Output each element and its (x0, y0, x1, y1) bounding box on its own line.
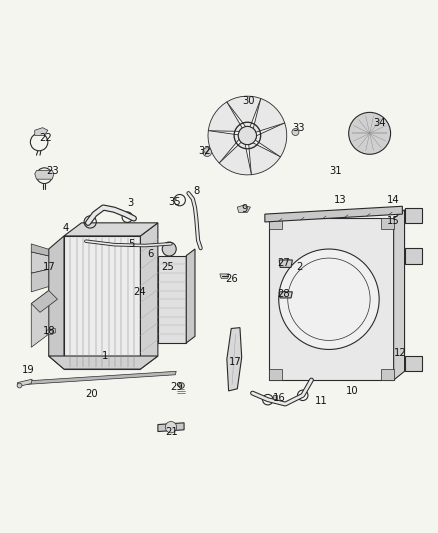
Text: 29: 29 (170, 382, 183, 392)
Text: 30: 30 (243, 95, 255, 106)
Text: 35: 35 (168, 197, 181, 207)
Text: 21: 21 (166, 426, 178, 437)
Polygon shape (31, 269, 49, 292)
Text: 3: 3 (127, 198, 133, 208)
Text: 14: 14 (386, 195, 399, 205)
Polygon shape (158, 423, 184, 432)
Text: 16: 16 (273, 393, 286, 403)
Polygon shape (27, 372, 176, 384)
Polygon shape (158, 256, 186, 343)
Text: 17: 17 (229, 357, 242, 367)
Text: 1: 1 (102, 351, 109, 361)
Polygon shape (255, 123, 287, 157)
Text: 4: 4 (62, 223, 68, 233)
Text: 24: 24 (133, 287, 146, 297)
Polygon shape (253, 99, 285, 132)
Text: 9: 9 (241, 204, 247, 214)
Polygon shape (35, 128, 48, 135)
Polygon shape (269, 219, 283, 229)
Polygon shape (381, 219, 394, 229)
Polygon shape (249, 143, 280, 175)
Text: 18: 18 (43, 326, 56, 336)
Text: 32: 32 (199, 146, 212, 156)
Text: 23: 23 (46, 166, 59, 176)
Polygon shape (208, 131, 239, 163)
Polygon shape (220, 274, 229, 278)
Text: 17: 17 (43, 262, 56, 272)
Polygon shape (31, 252, 49, 273)
Polygon shape (186, 249, 195, 343)
Text: 6: 6 (147, 249, 153, 259)
Polygon shape (279, 260, 292, 268)
Circle shape (203, 148, 212, 157)
Text: 8: 8 (193, 187, 199, 196)
Text: 31: 31 (330, 166, 343, 176)
Polygon shape (49, 356, 158, 369)
Polygon shape (381, 369, 394, 380)
Text: 26: 26 (225, 274, 237, 284)
Text: 25: 25 (161, 262, 174, 272)
Circle shape (238, 126, 257, 144)
Circle shape (292, 128, 299, 135)
Circle shape (349, 112, 391, 154)
Text: 22: 22 (39, 133, 52, 143)
Circle shape (165, 422, 177, 433)
Text: 5: 5 (128, 239, 135, 249)
Polygon shape (405, 247, 422, 264)
Text: 13: 13 (334, 195, 347, 205)
Polygon shape (64, 223, 158, 236)
Polygon shape (269, 369, 283, 380)
Polygon shape (227, 328, 242, 391)
Polygon shape (31, 290, 57, 312)
Text: 28: 28 (277, 288, 290, 298)
Polygon shape (31, 290, 49, 348)
Polygon shape (405, 207, 422, 223)
Circle shape (279, 249, 379, 350)
Text: 10: 10 (346, 386, 358, 396)
Polygon shape (394, 210, 405, 380)
Polygon shape (269, 219, 394, 380)
Polygon shape (49, 236, 64, 369)
Polygon shape (31, 244, 49, 256)
Polygon shape (279, 292, 292, 298)
Polygon shape (219, 142, 251, 175)
Polygon shape (265, 206, 403, 222)
Text: 33: 33 (292, 123, 305, 133)
Text: 20: 20 (85, 389, 98, 399)
Text: 2: 2 (297, 262, 303, 272)
Text: 11: 11 (315, 396, 328, 406)
Polygon shape (35, 171, 54, 179)
Polygon shape (46, 328, 55, 334)
Circle shape (162, 242, 176, 256)
Text: 15: 15 (386, 216, 399, 225)
Polygon shape (64, 236, 141, 369)
Polygon shape (237, 205, 251, 212)
Text: 34: 34 (374, 118, 386, 128)
Polygon shape (208, 102, 242, 131)
Polygon shape (17, 379, 32, 386)
Text: 27: 27 (277, 258, 290, 268)
Polygon shape (227, 96, 261, 127)
Polygon shape (141, 223, 158, 369)
Text: 19: 19 (21, 366, 34, 375)
Text: 12: 12 (394, 348, 406, 358)
Polygon shape (405, 356, 422, 372)
